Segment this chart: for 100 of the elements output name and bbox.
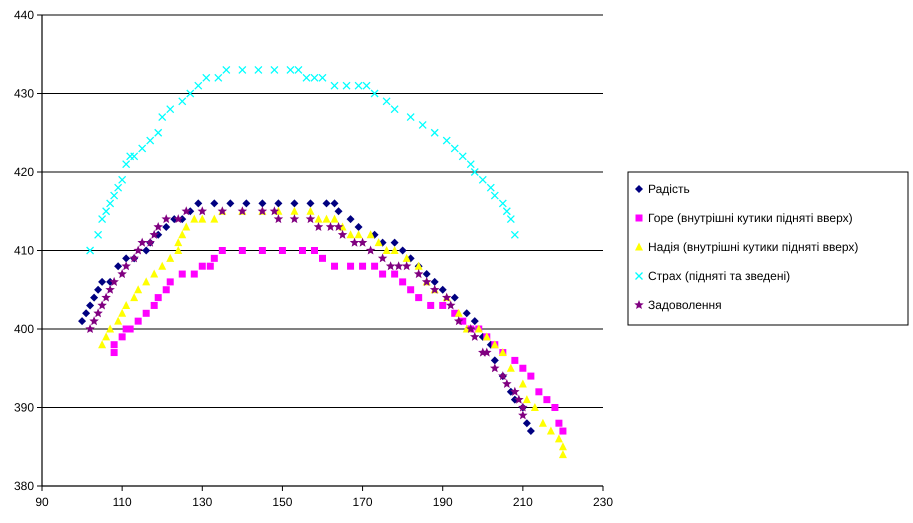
point — [149, 230, 159, 239]
point — [390, 246, 399, 254]
point — [450, 144, 459, 153]
point — [347, 262, 354, 270]
point — [82, 309, 90, 318]
point — [190, 214, 198, 223]
point — [506, 214, 515, 224]
point — [330, 82, 339, 90]
y-tick-label: 390 — [14, 400, 34, 415]
point — [122, 300, 130, 309]
point — [166, 254, 174, 262]
point — [150, 302, 158, 309]
point — [130, 152, 138, 160]
point — [519, 364, 526, 372]
point — [551, 404, 558, 411]
point — [126, 152, 134, 160]
y-tick-label: 420 — [14, 165, 34, 180]
point — [527, 372, 534, 380]
point — [407, 286, 414, 294]
point — [314, 214, 322, 223]
legend-label: Страх (підняті та зведені) — [648, 269, 790, 284]
y-tick-label: 410 — [14, 244, 34, 258]
point — [134, 285, 142, 294]
point — [310, 74, 319, 82]
point — [118, 308, 126, 317]
point — [458, 152, 467, 160]
point — [322, 214, 331, 223]
point — [202, 74, 210, 82]
point — [274, 214, 284, 224]
point — [330, 214, 339, 223]
point — [114, 184, 122, 192]
point — [161, 214, 171, 224]
point — [490, 356, 499, 364]
point — [346, 230, 355, 238]
point — [514, 394, 524, 404]
point — [102, 207, 110, 216]
point — [117, 269, 127, 278]
point — [118, 176, 126, 184]
point — [306, 206, 314, 215]
point — [510, 230, 519, 239]
point — [121, 261, 131, 270]
point — [366, 230, 375, 238]
point — [346, 215, 355, 224]
point — [238, 66, 247, 74]
point — [382, 97, 391, 106]
point — [122, 160, 130, 168]
point — [114, 316, 122, 325]
point — [101, 292, 111, 302]
legend-label: Задоволення — [648, 298, 722, 312]
point — [442, 136, 451, 145]
point — [394, 261, 404, 270]
y-tick-label: 380 — [14, 479, 34, 494]
point — [354, 222, 363, 231]
point — [498, 199, 507, 208]
point — [178, 97, 186, 106]
point — [210, 214, 218, 223]
point — [178, 230, 186, 238]
point — [454, 308, 463, 317]
x-tick-label: 130 — [192, 495, 213, 509]
point — [106, 324, 114, 332]
x-tick-label: 110 — [112, 495, 132, 509]
point — [538, 418, 547, 427]
point — [158, 112, 166, 122]
x-tick-label: 150 — [272, 495, 293, 509]
point — [97, 300, 107, 310]
legend-label: Надія (внутрішні кутики підняті вверх) — [648, 240, 858, 254]
point — [89, 316, 99, 326]
point — [306, 214, 316, 224]
point — [342, 82, 351, 90]
point — [502, 378, 512, 388]
legend-label: Радість — [648, 182, 690, 196]
point — [386, 261, 396, 270]
point — [138, 144, 146, 153]
point — [322, 199, 331, 208]
point — [450, 294, 459, 302]
point — [94, 286, 102, 294]
point — [358, 238, 368, 247]
legend-label: Горе (внутрішні кутики підняті вверх) — [648, 211, 853, 226]
point — [414, 269, 424, 278]
point — [174, 246, 182, 254]
point — [242, 199, 250, 208]
point — [222, 66, 230, 74]
point — [94, 230, 102, 239]
point — [102, 332, 110, 340]
point — [154, 294, 162, 302]
point — [98, 214, 106, 224]
point — [518, 410, 528, 420]
point — [86, 246, 94, 255]
point — [362, 82, 371, 90]
point — [543, 396, 550, 404]
point — [371, 262, 378, 270]
point — [178, 270, 186, 278]
point — [402, 261, 412, 270]
point — [270, 206, 280, 216]
point — [274, 199, 282, 208]
point — [194, 82, 202, 90]
x-tick-label: 90 — [35, 495, 49, 509]
point — [226, 199, 234, 208]
point — [454, 316, 464, 326]
point — [270, 66, 279, 74]
